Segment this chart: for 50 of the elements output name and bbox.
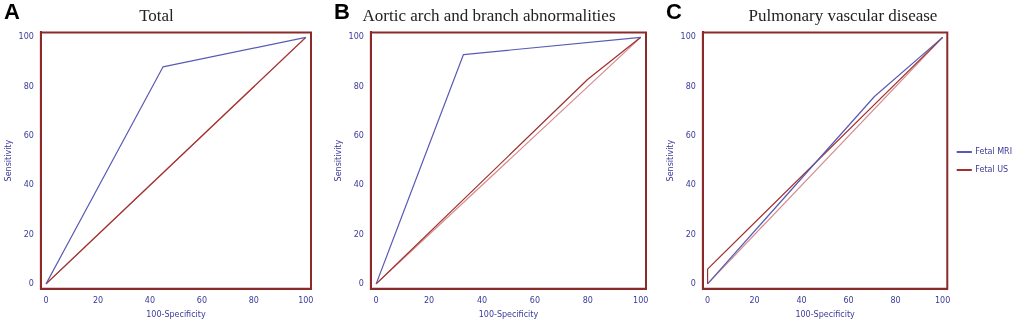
y-tick-label: 80 bbox=[353, 81, 364, 91]
y-tick-label: 100 bbox=[18, 32, 34, 42]
text: B bbox=[334, 0, 350, 25]
x-tick-label: 100 bbox=[633, 295, 649, 305]
y-tick-label: 80 bbox=[23, 81, 34, 91]
y-tick-label: 40 bbox=[685, 180, 696, 190]
y-tick-label: 0 bbox=[690, 278, 696, 288]
x-tick-label: 60 bbox=[196, 295, 207, 305]
x-axis-title: 100-Specificity bbox=[146, 310, 206, 320]
x-tick-label: 40 bbox=[796, 295, 807, 305]
x-tick-label: 80 bbox=[248, 295, 259, 305]
chart-title: Total bbox=[139, 5, 175, 25]
y-tick-label: 100 bbox=[348, 32, 364, 42]
y-tick-label: 20 bbox=[685, 229, 696, 239]
y-tick-label: 20 bbox=[353, 229, 364, 239]
y-axis-title: Sensitivity bbox=[333, 139, 343, 182]
x-tick-label: 0 bbox=[373, 295, 379, 305]
y-tick-label: 40 bbox=[23, 180, 34, 190]
y-tick-label: 60 bbox=[353, 131, 364, 141]
x-tick-label: 100 bbox=[934, 295, 951, 305]
y-tick-label: 0 bbox=[358, 278, 364, 288]
x-tick-label: 80 bbox=[582, 295, 593, 305]
x-tick-label: 100 bbox=[298, 295, 314, 305]
text: C bbox=[666, 0, 682, 25]
x-tick-label: 20 bbox=[423, 295, 435, 305]
x-tick-label: 0 bbox=[43, 295, 49, 305]
x-axis-title: 100-Specificity bbox=[795, 310, 856, 320]
y-tick-label: 60 bbox=[685, 131, 696, 141]
x-tick-label: 80 bbox=[890, 295, 901, 305]
y-axis-title: Sensitivity bbox=[665, 139, 675, 182]
y-tick-label: 20 bbox=[23, 229, 34, 239]
y-tick-label: 0 bbox=[28, 278, 34, 288]
legend-label: Fetal US bbox=[975, 165, 1009, 175]
y-tick-label: 60 bbox=[23, 131, 34, 141]
text: A bbox=[4, 0, 20, 25]
y-tick-label: 100 bbox=[680, 32, 696, 42]
x-tick-label: 60 bbox=[843, 295, 854, 305]
x-tick-label: 40 bbox=[476, 295, 488, 305]
y-axis-title: Sensitivity bbox=[3, 139, 13, 182]
x-tick-label: 20 bbox=[92, 295, 104, 305]
y-tick-label: 80 bbox=[685, 81, 696, 91]
chart-title: Pulmonary vascular disease bbox=[748, 5, 938, 25]
x-tick-label: 60 bbox=[529, 295, 540, 305]
chart-title: Aortic arch and branch abnormalities bbox=[362, 5, 616, 25]
x-axis-title: 100-Specificity bbox=[478, 310, 539, 320]
x-tick-label: 0 bbox=[705, 295, 711, 305]
legend-label: Fetal MRI bbox=[975, 147, 1013, 157]
x-tick-label: 20 bbox=[749, 295, 760, 305]
y-tick-label: 40 bbox=[353, 180, 364, 190]
x-tick-label: 40 bbox=[144, 295, 156, 305]
